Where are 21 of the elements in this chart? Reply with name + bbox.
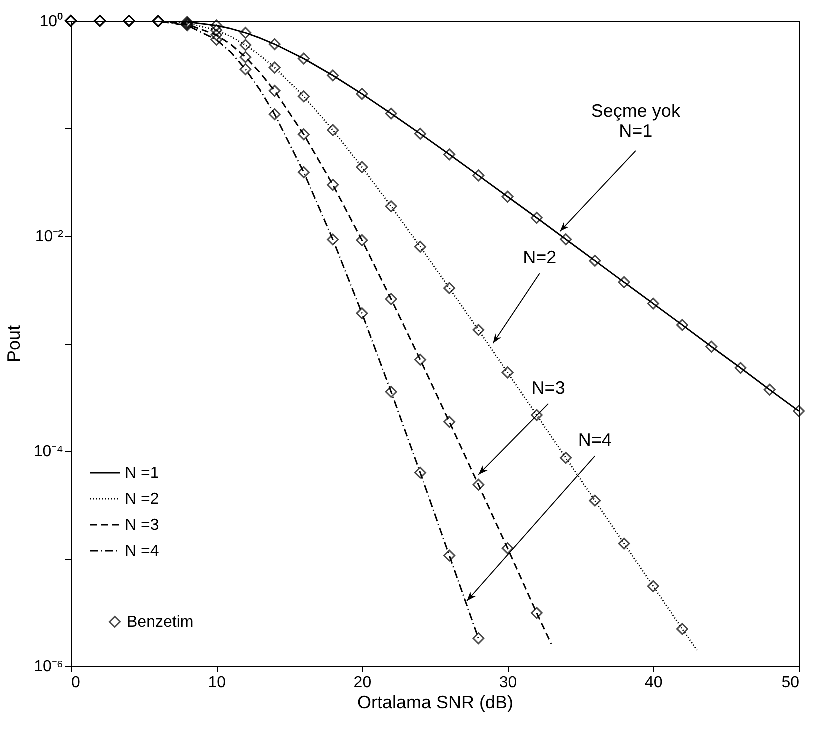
x-tick-label: 50 [782,674,800,692]
y-axis-title: Pout [4,325,24,363]
x-tick-label: 20 [354,674,372,692]
legend-label: N =3 [125,517,160,534]
legend-label: N =4 [125,543,160,560]
x-axis-title: Ortalama SNR (dB) [357,692,514,712]
annotation: Seçme yok N=1 [591,100,682,141]
annotation: N=2 [523,248,557,268]
y-tick-label: 10⁻² [35,228,64,246]
x-tick-label: 10 [208,674,226,692]
legend-label: N =2 [125,491,160,508]
x-tick-label: 0 [72,674,80,692]
legend-label: Benzetim [127,614,194,631]
x-tick-label: 30 [499,674,518,692]
x-tick-label: 40 [645,674,663,692]
annotation: N=4 [578,430,612,450]
legend-label: N =1 [125,465,160,482]
annotation: N=3 [532,378,566,398]
y-tick-label: 10⁻⁶ [34,658,64,676]
y-tick-label: 10⁰ [40,12,64,30]
y-tick-label: 10⁻⁴ [34,444,64,460]
